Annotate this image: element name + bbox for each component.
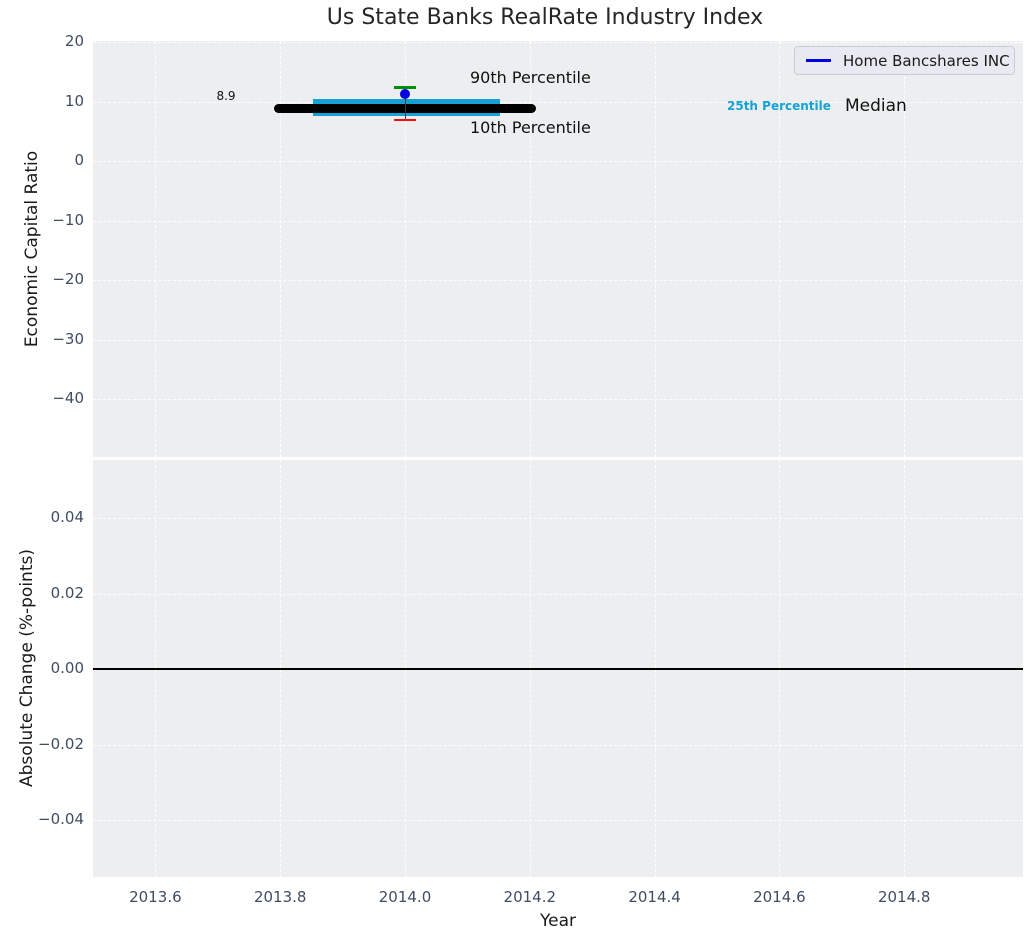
p10-annotation: 10th Percentile xyxy=(470,118,591,137)
whisker-line xyxy=(405,87,406,120)
gridline xyxy=(155,41,157,457)
median-line xyxy=(273,103,537,113)
legend-line-swatch xyxy=(806,59,831,62)
y-tick-label: 10 xyxy=(64,91,84,110)
gridline xyxy=(93,280,1023,281)
y-tick-label: 0.04 xyxy=(50,508,84,526)
y-tick-label: −10 xyxy=(52,210,84,229)
company-data-point xyxy=(400,89,410,100)
chart-title: Us State Banks RealRate Industry Index xyxy=(326,5,764,30)
y-tick-label: −30 xyxy=(52,329,84,348)
y-tick-label: −20 xyxy=(52,270,84,288)
p90-annotation: 90th Percentile xyxy=(470,68,591,87)
gridline xyxy=(779,41,781,457)
y-tick-label: 0 xyxy=(74,151,84,169)
legend: Home Bancshares INC xyxy=(794,46,1015,75)
p90-cap xyxy=(394,86,416,90)
gridline xyxy=(93,518,1023,519)
gridline xyxy=(93,101,1023,103)
gridline xyxy=(93,399,1023,400)
gridline xyxy=(529,41,531,457)
y-tick-label: 0.02 xyxy=(50,583,84,602)
y-tick-label: −40 xyxy=(52,389,84,407)
gridline xyxy=(654,41,656,457)
gridline xyxy=(93,820,1023,821)
x-tick-label: 2014.6 xyxy=(753,888,806,906)
y-tick-label: −0.02 xyxy=(38,734,84,753)
p25-annotation: 25th Percentile xyxy=(727,99,831,113)
top-plot-area xyxy=(93,41,1023,457)
gridline xyxy=(93,744,1023,746)
y-tick-label: −0.04 xyxy=(38,810,84,828)
gridline xyxy=(93,220,1023,222)
gridline xyxy=(405,41,406,457)
y-tick-label: 0.00 xyxy=(50,659,84,677)
gridline xyxy=(93,593,1023,595)
gridline xyxy=(904,41,906,457)
median-value-annotation: 8.9 xyxy=(216,89,236,103)
x-tick-label: 2014.2 xyxy=(503,888,557,906)
x-tick-label: 2014.0 xyxy=(378,888,432,906)
legend-label: Home Bancshares INC xyxy=(843,51,1010,70)
y-tick-label: 20 xyxy=(64,32,84,50)
x-axis-label: Year xyxy=(540,911,576,931)
x-tick-label: 2013.6 xyxy=(129,888,182,906)
zero-line xyxy=(93,668,1023,670)
gridline xyxy=(280,41,282,457)
gridline xyxy=(93,42,1023,43)
x-tick-label: 2013.8 xyxy=(253,888,307,906)
x-tick-label: 2014.4 xyxy=(628,888,681,906)
y-axis-label-top: Economic Capital Ratio xyxy=(22,150,42,348)
p10-cap xyxy=(394,118,416,121)
gridline xyxy=(93,339,1023,341)
bottom-plot-area xyxy=(93,460,1023,877)
gridline xyxy=(93,161,1023,162)
median-annotation: Median xyxy=(845,96,907,116)
x-tick-label: 2014.8 xyxy=(877,888,931,906)
